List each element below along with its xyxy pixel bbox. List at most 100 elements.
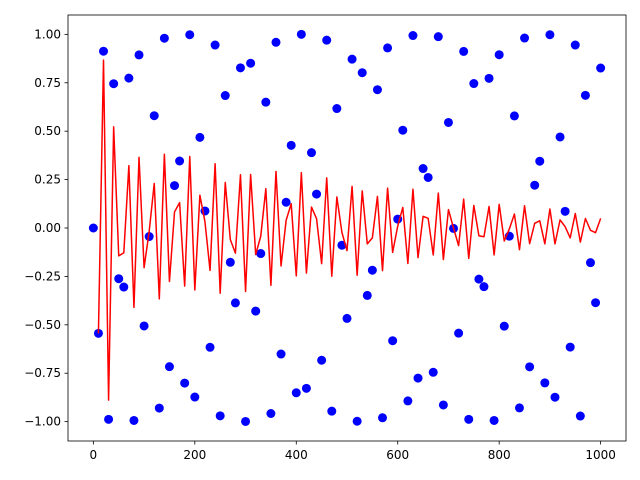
- scatter-point: [109, 79, 119, 89]
- scatter-point: [540, 378, 550, 388]
- scatter-point: [530, 180, 540, 190]
- scatter-point: [322, 35, 332, 45]
- x-tick-label: 600: [386, 448, 409, 462]
- scatter-point: [372, 85, 382, 95]
- scatter-point: [575, 411, 585, 421]
- scatter-point: [596, 63, 606, 73]
- scatter-point: [383, 43, 393, 53]
- scatter-point: [580, 90, 590, 100]
- scatter-point: [215, 411, 225, 421]
- x-tick-label: 1000: [585, 448, 616, 462]
- scatter-point: [281, 197, 291, 207]
- scatter-point: [367, 265, 377, 275]
- scatter-point: [428, 367, 438, 377]
- scatter-point: [565, 342, 575, 352]
- scatter-point: [119, 282, 129, 292]
- scatter-point: [246, 58, 256, 68]
- scatter-point: [159, 33, 169, 43]
- scatter-point: [225, 257, 235, 267]
- scatter-point: [170, 181, 180, 191]
- scatter-point: [291, 388, 301, 398]
- scatter-point: [489, 415, 499, 425]
- scatter-point: [413, 373, 423, 383]
- scatter-point: [342, 313, 352, 323]
- scatter-point: [494, 50, 504, 60]
- scatter-point: [271, 37, 281, 47]
- scatter-point: [256, 249, 266, 259]
- scatter-point: [347, 54, 357, 64]
- scatter-point: [454, 328, 464, 338]
- scatter-point: [241, 416, 251, 426]
- scatter-point: [570, 40, 580, 50]
- scatter-point: [545, 30, 555, 40]
- x-tick-label: 800: [488, 448, 511, 462]
- scatter-point: [332, 104, 342, 114]
- scatter-point: [114, 274, 124, 284]
- scatter-point: [185, 30, 195, 40]
- scatter-point: [398, 125, 408, 135]
- scatter-point: [164, 362, 174, 372]
- scatter-point: [550, 392, 560, 402]
- scatter-point: [317, 355, 327, 365]
- scatter-point: [525, 362, 535, 372]
- scatter-point: [210, 40, 220, 50]
- y-tick-label: −0.25: [24, 269, 61, 283]
- scatter-point: [134, 50, 144, 60]
- scatter-point: [149, 111, 159, 121]
- scatter-point: [438, 400, 448, 410]
- y-tick-label: −0.75: [24, 366, 61, 380]
- scatter-point: [266, 409, 276, 419]
- scatter-point: [362, 290, 372, 300]
- scatter-point: [296, 29, 306, 39]
- scatter-point: [357, 68, 367, 78]
- x-tick-label: 200: [183, 448, 206, 462]
- scatter-point: [585, 258, 595, 268]
- scatter-point: [474, 274, 484, 284]
- y-tick-label: 1.00: [34, 27, 61, 41]
- scatter-point: [251, 306, 261, 316]
- scatter-point: [418, 164, 428, 174]
- x-tick-label: 0: [90, 448, 98, 462]
- scatter-point: [464, 414, 474, 424]
- scatter-point: [276, 349, 286, 359]
- scatter-point: [312, 189, 322, 199]
- scatter-point: [235, 63, 245, 73]
- scatter-point: [479, 282, 489, 292]
- scatter-point: [230, 298, 240, 308]
- scatter-point: [104, 414, 114, 424]
- scatter-point: [99, 46, 109, 56]
- scatter-point: [306, 148, 316, 158]
- scatter-point: [555, 132, 565, 142]
- scatter-point: [423, 172, 433, 182]
- scatter-point: [220, 91, 230, 101]
- scatter-point: [327, 406, 337, 416]
- scatter-point: [205, 342, 215, 352]
- scatter-point: [388, 336, 398, 346]
- scatter-point: [190, 392, 200, 402]
- x-tick-label: 400: [285, 448, 308, 462]
- y-tick-label: 0.75: [34, 76, 61, 90]
- scatter-point: [175, 156, 185, 166]
- scatter-point: [459, 46, 469, 56]
- y-tick-label: 0.00: [34, 221, 61, 235]
- scatter-point: [509, 111, 519, 121]
- scatter-point: [403, 396, 413, 406]
- scatter-point: [535, 156, 545, 166]
- scatter-point: [195, 132, 205, 142]
- scatter-point: [139, 321, 149, 331]
- scatter-point: [352, 416, 362, 426]
- y-tick-label: −0.50: [24, 318, 61, 332]
- scatter-point: [408, 31, 418, 41]
- scatter-point: [261, 97, 271, 107]
- scatter-point: [286, 140, 296, 150]
- scatter-point: [129, 415, 139, 425]
- scatter-point: [154, 403, 164, 413]
- scatter-point: [301, 383, 311, 393]
- scatter-point: [443, 117, 453, 127]
- scatter-point: [180, 378, 190, 388]
- line: [97, 59, 602, 401]
- scatter-point: [499, 321, 509, 331]
- scatter-point: [378, 413, 388, 423]
- scatter-point: [520, 33, 530, 43]
